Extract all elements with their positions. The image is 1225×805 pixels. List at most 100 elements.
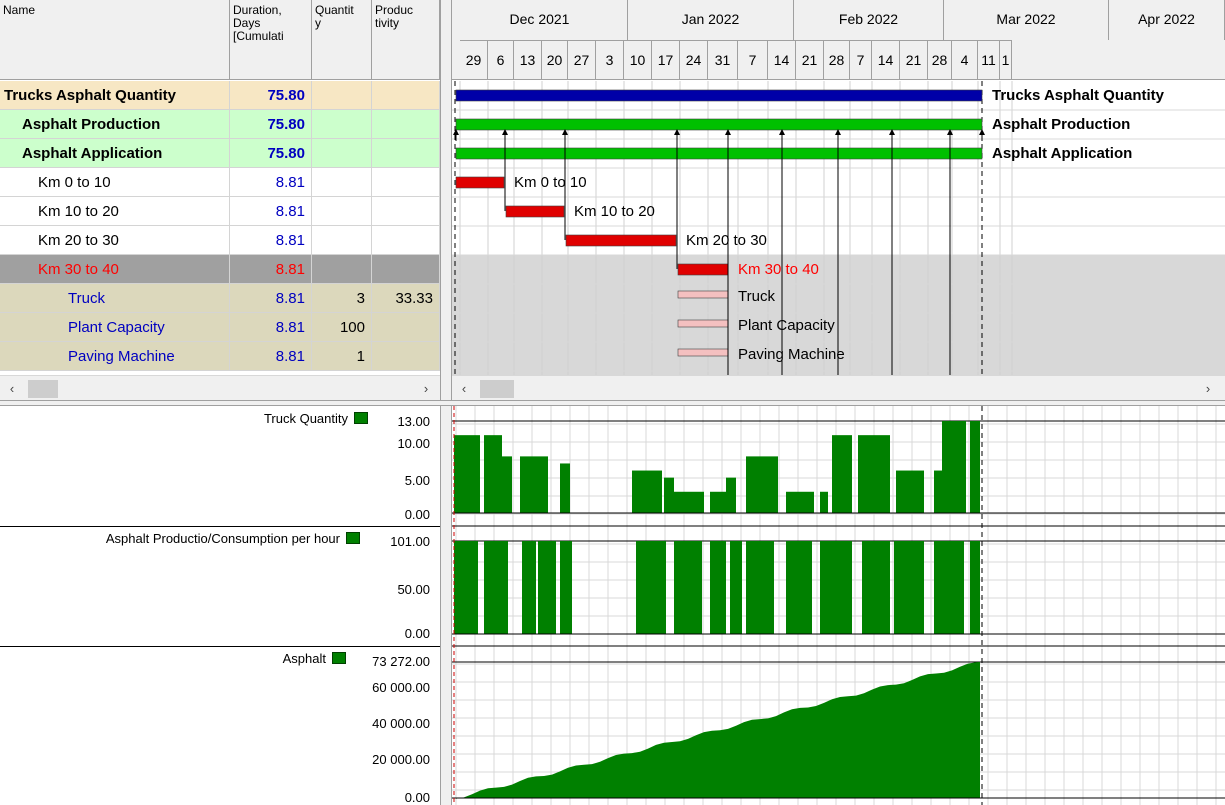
scrollbar-thumb[interactable]	[28, 380, 58, 398]
timeline-week: 3	[596, 40, 624, 80]
histogram-bar	[454, 435, 480, 513]
table-cell: 8.81	[230, 226, 312, 255]
table-cell: 33.33	[372, 284, 440, 313]
tick-label: 40 000.00	[372, 716, 430, 731]
histogram-bar	[970, 421, 980, 513]
histogram-bar	[730, 541, 742, 634]
bar-label: Km 10 to 20	[574, 203, 655, 220]
grid-horizontal-scrollbar[interactable]: ‹ ›	[0, 375, 440, 401]
scrollbar-thumb[interactable]	[480, 380, 514, 398]
table-cell	[372, 168, 440, 197]
resource-bar	[677, 290, 729, 299]
histogram-bar	[786, 541, 812, 634]
column-header-quantity[interactable]: Quantit y	[312, 0, 372, 80]
table-cell: 3	[312, 284, 372, 313]
horizontal-splitter[interactable]	[0, 400, 1225, 406]
scroll-right-icon[interactable]: ›	[1205, 381, 1211, 396]
asphalt-application-bar	[455, 147, 983, 160]
histogram-bar	[820, 491, 828, 513]
tick-label: 13.00	[397, 414, 430, 429]
tick-label: 101.00	[390, 534, 430, 549]
timeline-week: 28	[824, 40, 850, 80]
histogram-bar	[934, 470, 942, 513]
table-cell: Trucks Asphalt Quantity	[0, 81, 230, 110]
table-cell: 75.80	[230, 81, 312, 110]
table-row[interactable]: Km 0 to 10 8.81	[0, 168, 440, 197]
table-cell: 8.81	[230, 168, 312, 197]
histogram-label-asphalt-rate: Asphalt Productio/Consumption per hour	[106, 531, 360, 546]
task-bar	[505, 205, 565, 218]
gantt-svg: Trucks Asphalt Quantity Asphalt Productio…	[452, 81, 1225, 375]
legend-swatch	[354, 412, 368, 424]
gantt-horizontal-scrollbar[interactable]: ‹ ›	[452, 375, 1225, 401]
timeline-month: Dec 2021	[452, 0, 628, 40]
table-cell: 8.81	[230, 342, 312, 371]
table-cell	[372, 255, 440, 284]
column-header-duration[interactable]: Duration, Days [Cumulati	[230, 0, 312, 80]
timeline-week: 10	[624, 40, 652, 80]
timeline-week: 4	[952, 40, 978, 80]
tick-label: 10.00	[397, 436, 430, 451]
bar-label: Asphalt Application	[992, 145, 1132, 162]
histogram-bar	[894, 541, 924, 634]
table-row[interactable]: Km 20 to 30 8.81	[0, 226, 440, 255]
table-cell	[372, 139, 440, 168]
table-row[interactable]: Paving Machine 8.81 1	[0, 342, 440, 371]
scroll-left-icon[interactable]: ‹	[9, 381, 15, 396]
arrow-icon	[979, 129, 985, 135]
timeline-week: 14	[768, 40, 796, 80]
bar-label: Km 30 to 40	[738, 261, 819, 278]
column-header-productivity[interactable]: Produc tivity	[372, 0, 440, 80]
arrow-icon	[835, 129, 841, 135]
scroll-right-icon[interactable]: ›	[423, 381, 429, 396]
histogram-bar	[934, 541, 964, 634]
table-row[interactable]: Trucks Asphalt Quantity 75.80	[0, 81, 440, 110]
table-cell: 8.81	[230, 284, 312, 313]
timeline-week: 21	[900, 40, 928, 80]
divider	[0, 526, 440, 527]
scroll-left-icon[interactable]: ‹	[461, 381, 467, 396]
table-row[interactable]: Asphalt Production 75.80	[0, 110, 440, 139]
histogram-bar	[520, 456, 548, 513]
table-cell: Km 30 to 40	[0, 255, 230, 284]
table-row[interactable]: Km 30 to 40 8.81	[0, 255, 440, 284]
table-cell: Km 20 to 30	[0, 226, 230, 255]
histogram-bar	[674, 541, 702, 634]
arrow-icon	[674, 129, 680, 135]
timeline-week: 13	[514, 40, 542, 80]
histogram-bar	[636, 541, 666, 634]
task-grid: Trucks Asphalt Quantity 75.80 Asphalt Prod…	[0, 81, 440, 375]
task-bar	[677, 263, 729, 276]
histogram-label-truck: Truck Quantity	[264, 411, 368, 426]
table-cell: Plant Capacity	[0, 313, 230, 342]
summary-bar	[455, 89, 983, 102]
column-header-name[interactable]: Name	[0, 0, 230, 80]
table-cell: Km 10 to 20	[0, 197, 230, 226]
table-cell	[312, 139, 372, 168]
timeline-week: 14	[872, 40, 900, 80]
table-cell	[312, 81, 372, 110]
tick-label: 20 000.00	[372, 752, 430, 767]
table-row[interactable]: Asphalt Application 75.80	[0, 139, 440, 168]
bar-label: Truck	[738, 288, 775, 305]
table-cell: 8.81	[230, 255, 312, 284]
histogram-labels: Truck Quantity 13.00 10.00 5.00 0.00 Asp…	[0, 406, 440, 805]
table-cell	[372, 226, 440, 255]
bar-label: Asphalt Production	[992, 116, 1130, 133]
histogram-chart	[452, 406, 1225, 805]
histogram-bar	[674, 491, 704, 513]
arrow-icon	[779, 129, 785, 135]
table-cell	[312, 226, 372, 255]
table-row[interactable]: Plant Capacity 8.81 100	[0, 313, 440, 342]
table-cell	[312, 168, 372, 197]
table-row[interactable]: Km 10 to 20 8.81	[0, 197, 440, 226]
histogram-bar	[710, 541, 726, 634]
resource-bar	[677, 348, 729, 357]
tick-label: 5.00	[404, 473, 430, 488]
tick-label: 0.00	[404, 790, 430, 805]
histogram-bar	[454, 541, 478, 634]
histogram-bar	[746, 456, 778, 513]
table-row[interactable]: Truck 8.81 3 33.33	[0, 284, 440, 313]
histogram-bar	[632, 470, 662, 513]
